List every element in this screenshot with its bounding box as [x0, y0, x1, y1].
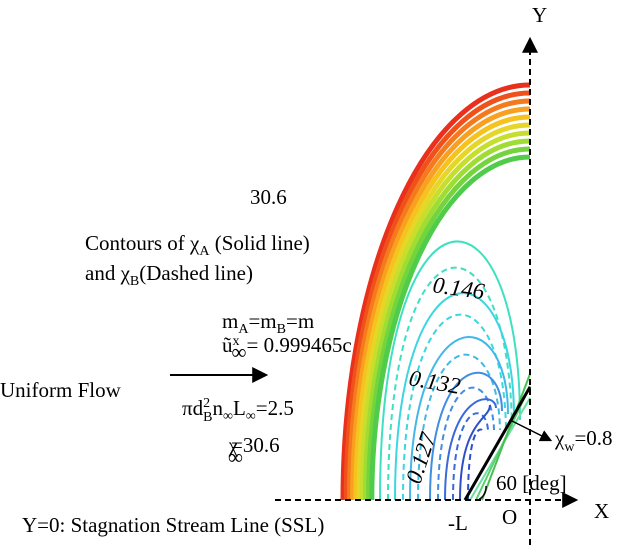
contour — [459, 404, 491, 501]
contour-label: 0.146 — [431, 272, 486, 304]
contour — [369, 154, 531, 501]
mass: mA=mB=m — [222, 309, 314, 337]
contours — [340, 82, 531, 501]
density: πd2 Bn∞L∞=2.5 — [182, 396, 294, 425]
contour-label: 0.127 — [401, 428, 441, 486]
contour — [346, 98, 531, 501]
contour — [340, 82, 531, 501]
contour-label: 0.132 — [407, 365, 462, 399]
chi-inf: χ∞=30.6 — [228, 433, 280, 469]
contour — [481, 373, 531, 501]
x-label: X — [594, 499, 609, 523]
contour — [417, 353, 501, 501]
legend-line: and χB(Dashed line) — [85, 261, 253, 289]
y-label: Y — [532, 3, 547, 27]
contour — [387, 266, 513, 501]
contour — [366, 146, 531, 501]
contour — [409, 336, 509, 501]
ssl-label: Y=0: Stagnation Stream Line (SSL) — [22, 513, 324, 537]
contour — [362, 138, 531, 501]
contour — [350, 106, 531, 501]
contour — [402, 313, 507, 501]
minus-l: -L — [448, 511, 468, 535]
angle-arc — [477, 485, 487, 501]
contour — [467, 428, 483, 501]
contour — [437, 386, 495, 501]
contour — [353, 114, 531, 501]
contour — [429, 371, 503, 501]
contour — [359, 130, 531, 501]
wall — [463, 386, 532, 501]
velocity: ũx∞= 0.999465c — [222, 333, 352, 364]
contour — [356, 122, 531, 501]
contour — [343, 90, 531, 501]
angle-label: 60 [deg] — [496, 471, 567, 495]
contour-label: 30.6 — [250, 185, 287, 209]
chi-w: χw=0.8 — [554, 426, 613, 455]
legend-line: Contours of χA (Solid line) — [85, 231, 310, 259]
flow-label: Uniform Flow — [0, 378, 122, 402]
wall-pointer — [509, 419, 553, 442]
contour — [394, 292, 515, 501]
contour — [444, 398, 497, 501]
contour — [452, 412, 489, 501]
contour — [379, 240, 521, 501]
origin: O — [502, 505, 517, 529]
